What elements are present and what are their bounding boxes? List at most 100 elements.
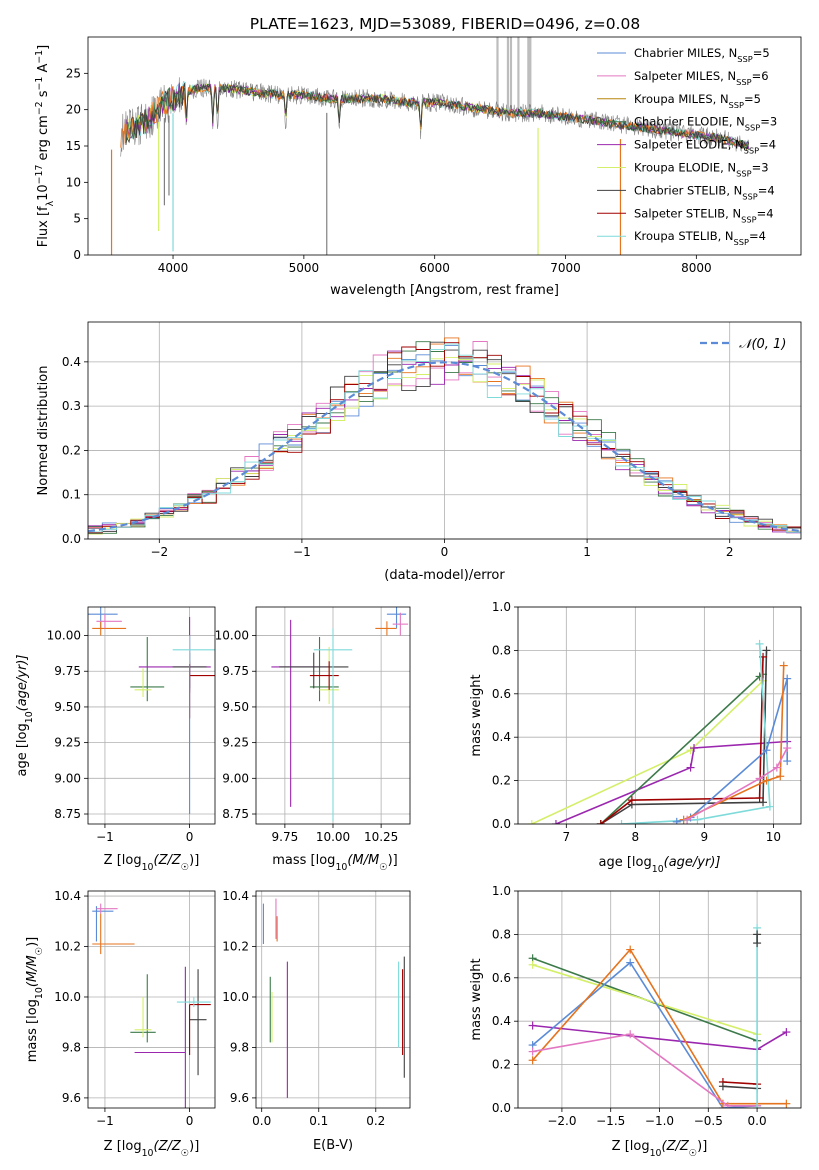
x-axis-label-part: ☉	[181, 862, 189, 873]
axes-weight-Z: −2.0 −1.5 −1.0 −0.5 0.0 0.0 0.2 0.4 0.6 0.8 1.0 mas…	[469, 884, 802, 1159]
y-axis-label: mass [log10(M/M☉)]	[25, 937, 45, 1063]
ticks: −1 0 9.6 9.8 10.0 10.2 10.4	[54, 889, 193, 1128]
errorbar-point	[96, 903, 118, 914]
x-tick-label: −1.5	[596, 1114, 625, 1128]
y-axis-label-part: (M/M	[25, 955, 40, 987]
x-axis-label-part: Z [log	[104, 1139, 142, 1154]
errorbar-point	[88, 607, 118, 629]
ticks: −2.0 −1.5 −1.0 −0.5 0.0 0.0 0.2 0.4 0.6 0.8 1.0	[492, 884, 767, 1128]
y-axis-label-part: A	[36, 64, 51, 77]
legend-entry-part: Kroupa STELIB, N	[634, 229, 734, 243]
x-axis-label: Z [log10(Z/Z☉)]	[612, 1139, 708, 1159]
legend-entry: Chabrier MILES, NSSP=5	[634, 46, 770, 64]
errorbar-point	[309, 636, 339, 702]
y-tick-label: 9.25	[54, 736, 81, 750]
y-axis-label-part: λ	[45, 200, 56, 206]
plot-area	[271, 607, 409, 822]
grid	[88, 607, 215, 824]
errorbar-point	[189, 1003, 211, 1056]
y-axis-label-part: )]	[25, 937, 40, 947]
errorbar-point	[189, 661, 215, 719]
legend-entry-part: =3	[760, 115, 777, 129]
y-axis-label-part: −1	[34, 50, 45, 64]
errorbar-point	[92, 906, 114, 942]
y-tick-label: 10.2	[54, 940, 81, 954]
x-axis-label-part: (Z/Z	[662, 1139, 690, 1154]
axes-spectrum: 4000 5000 6000 7000 8000 0 5 10 15 20 25 wavelength…	[34, 36, 802, 298]
axes-mass-Z: −1 09.69.810.010.210.4Z [log10(Z/Z☉)]mass…	[25, 889, 216, 1159]
y-tick-label: 0.0	[492, 817, 511, 831]
legend-entry: Salpeter MILES, NSSP=6	[634, 69, 769, 87]
y-tick-label: 5	[73, 212, 81, 226]
axes-frame	[517, 890, 802, 1109]
axes-frame	[87, 36, 802, 256]
x-axis-label-part: (Z/Z	[154, 1139, 182, 1154]
x-axis-label-part: )]	[388, 853, 398, 868]
y-tick-label: 10.4	[54, 889, 81, 903]
legend-entry: Salpeter ELODIE, NSSP=4	[634, 138, 776, 156]
y-tick-label: 25	[66, 66, 81, 80]
x-axis-label-part: (Z/Z	[154, 853, 182, 868]
x-axis-label-part: 10	[650, 1148, 662, 1159]
y-tick-label: 10.00	[47, 629, 81, 643]
x-axis-label-part: Z [log	[104, 853, 142, 868]
y-tick-label: 9.75	[222, 664, 249, 678]
y-tick-label: 0.4	[62, 355, 81, 369]
y-axis-label-part: −2	[34, 101, 45, 115]
errorbar-point	[271, 619, 330, 807]
y-tick-label: 8.75	[54, 807, 81, 821]
errorbar-point	[189, 969, 207, 1076]
weight-series-line	[722, 1081, 758, 1085]
x-tick-label: 0	[186, 830, 194, 844]
legend-entry: Kroupa ELODIE, NSSP=3	[634, 161, 769, 179]
y-axis-label-part: s	[36, 90, 51, 101]
y-tick-label: 0.0	[492, 1101, 511, 1115]
normal-curve	[88, 361, 801, 533]
plot-area	[92, 903, 211, 1108]
y-axis-label-part: −1	[34, 77, 45, 91]
legend-entry: Chabrier STELIB, NSSP=4	[634, 183, 775, 201]
x-tick-label: 2	[726, 545, 734, 559]
plot-area	[110, 37, 750, 255]
errorbar-point	[386, 607, 407, 629]
weight-series-line	[532, 1033, 758, 1107]
x-axis-label-part: ☉	[181, 1148, 189, 1159]
x-axis-label-part: 10	[142, 862, 154, 873]
ticks: −1 0 8.75 9.00 9.25 9.50 9.75 10.00	[47, 629, 194, 844]
x-tick-label: −0.5	[694, 1114, 723, 1128]
y-axis-label-part: ]	[36, 45, 51, 50]
legend-entry-part: SSP	[737, 54, 752, 64]
y-axis-label-part: −17	[34, 165, 45, 185]
x-tick-label: 0	[186, 1114, 194, 1128]
legend-entry-part: =5	[753, 46, 770, 60]
x-axis-label-part: 10	[335, 862, 347, 873]
legend-entry-part: SSP	[736, 77, 751, 87]
legend-entry-part: Kroupa MILES, N	[634, 92, 729, 106]
axes-frame	[255, 890, 411, 1109]
x-tick-label: 10.25	[364, 830, 398, 844]
y-tick-label: 9.00	[54, 771, 81, 785]
legend: Chabrier MILES, NSSP=5 Salpeter MILES, NS…	[597, 46, 777, 247]
x-axis-label-part: )]	[189, 1139, 199, 1154]
y-tick-label: 9.50	[222, 700, 249, 714]
legend-entry-part: SSP	[741, 214, 756, 224]
y-tick-label: 10.0	[54, 990, 81, 1004]
errorbar-point	[92, 913, 135, 955]
legend-entry: Kroupa STELIB, NSSP=4	[634, 229, 766, 247]
legend-entry-part: Salpeter ELODIE, N	[634, 138, 744, 152]
y-tick-label: 0.1	[62, 488, 81, 502]
y-axis-label: mass weight	[469, 958, 484, 1040]
plot-area	[527, 639, 792, 824]
ticks: 4000 5000 6000 7000 8000 0 5 10 15 20 25	[66, 66, 712, 275]
weight-series-line	[600, 656, 764, 824]
y-tick-label: 0.0	[62, 532, 81, 546]
y-axis-label-part: (age/yr)]	[15, 655, 30, 712]
y-tick-label: 0.2	[492, 774, 511, 788]
legend-entry-part: Chabrier ELODIE, N	[634, 115, 745, 129]
y-tick-label: 1.0	[492, 600, 511, 614]
x-axis-label-part: (age/yr)]	[664, 855, 721, 870]
y-axis-label-part: 10	[24, 711, 35, 723]
x-tick-label: 4000	[158, 261, 189, 275]
weight-series-line	[555, 740, 788, 824]
